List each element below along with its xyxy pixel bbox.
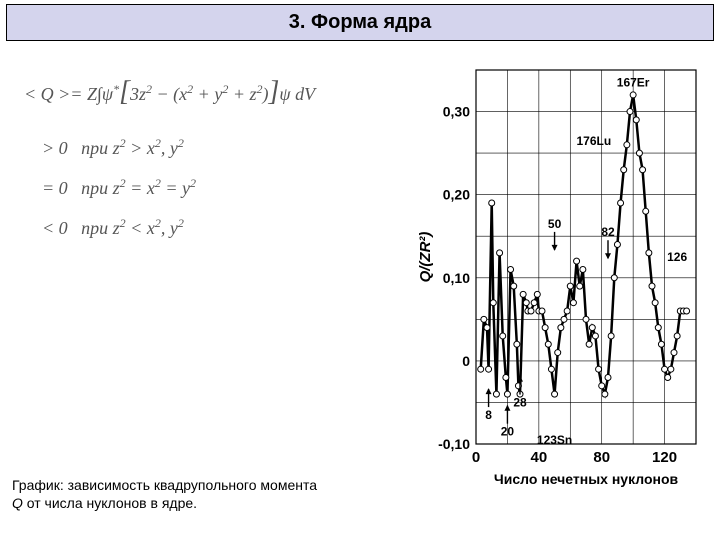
svg-text:28: 28	[513, 396, 527, 410]
formula-block: < Q >= Z∫ψ*[3z2 − (x2 + y2 + z2)]ψ dV > …	[24, 64, 315, 246]
svg-text:167Er: 167Er	[617, 76, 650, 90]
svg-text:0: 0	[462, 353, 470, 369]
svg-text:Число нечетных нуклонов: Число нечетных нуклонов	[494, 471, 679, 487]
svg-text:50: 50	[548, 217, 562, 231]
svg-text:0,10: 0,10	[443, 270, 470, 286]
chart-svg: -0,1000,100,200,3004080120Q/(ZR²)Число н…	[414, 62, 704, 492]
caption-line1: График: зависимость квадрупольного момен…	[12, 477, 317, 493]
formula-cond-2: = 0 при z2 = x2 = y2	[24, 170, 315, 206]
header-title: 3. Форма ядра	[289, 11, 431, 33]
svg-text:80: 80	[593, 449, 610, 466]
svg-text:40: 40	[531, 449, 548, 466]
caption-line2: от числа нуклонов в ядре.	[23, 495, 197, 511]
svg-text:8: 8	[485, 408, 492, 422]
svg-text:20: 20	[501, 425, 515, 439]
formula-cond-1: > 0 при z2 > x2, y2	[24, 130, 315, 166]
svg-text:176Lu: 176Lu	[577, 134, 612, 148]
svg-text:0,30: 0,30	[443, 104, 470, 120]
svg-text:123Sn: 123Sn	[537, 433, 572, 447]
page-header: 3. Форма ядра	[6, 4, 714, 41]
svg-text:Q/(ZR²): Q/(ZR²)	[417, 232, 434, 283]
caption-q: Q	[12, 495, 23, 511]
svg-text:0: 0	[472, 449, 480, 466]
svg-text:120: 120	[652, 449, 677, 466]
quadrupole-chart: -0,1000,100,200,3004080120Q/(ZR²)Число н…	[414, 62, 704, 492]
svg-text:126: 126	[667, 250, 687, 264]
formula-cond-3: < 0 при z2 < x2, y2	[24, 210, 315, 246]
formula-main: < Q >= Z∫ψ*[3z2 − (x2 + y2 + z2)]ψ dV	[24, 64, 315, 120]
chart-caption: График: зависимость квадрупольного момен…	[12, 476, 392, 512]
svg-text:-0,10: -0,10	[438, 436, 470, 452]
svg-text:0,20: 0,20	[443, 187, 470, 203]
svg-text:82: 82	[601, 225, 615, 239]
